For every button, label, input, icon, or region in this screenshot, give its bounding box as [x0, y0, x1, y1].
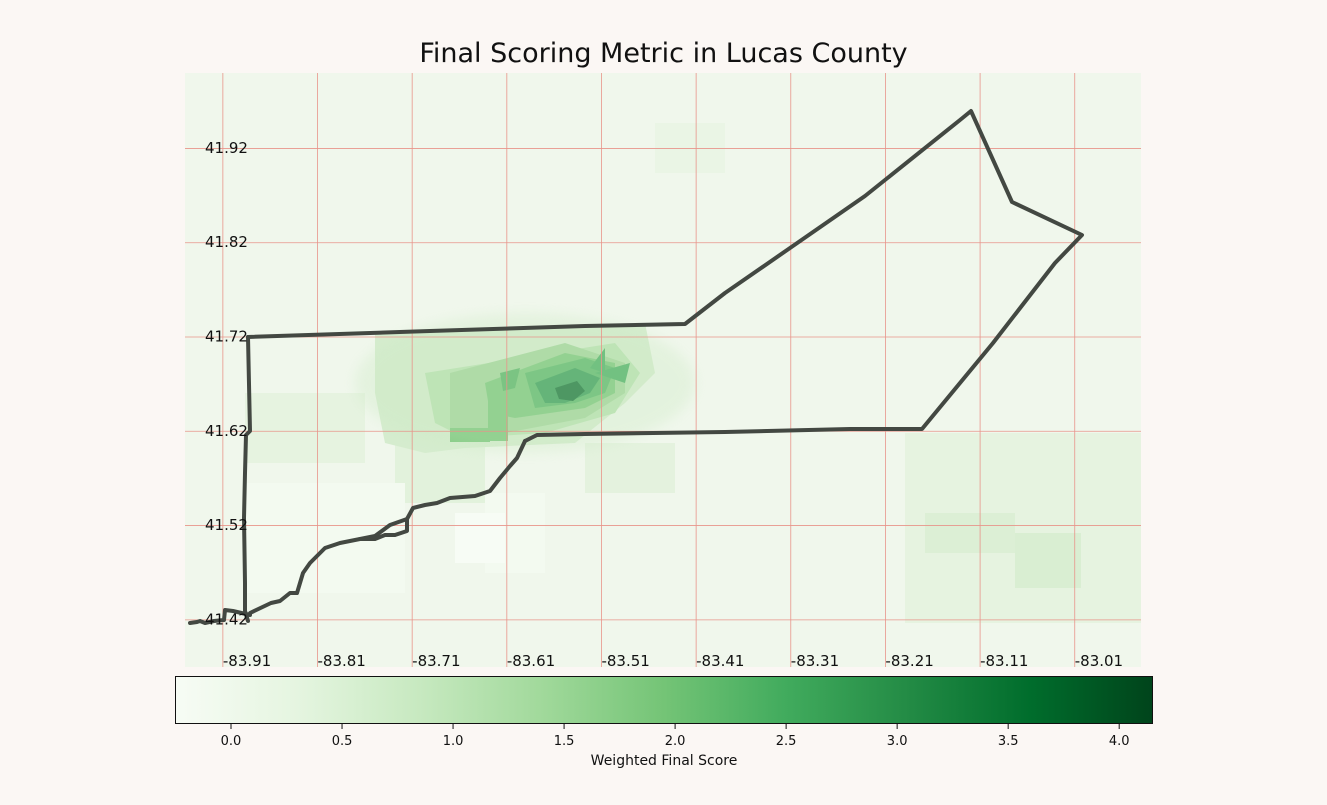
lon-tick-label: -83.41: [696, 652, 744, 667]
colorbar-tick-label: 1.5: [554, 734, 575, 749]
longitude-tick-labels: -83.91 -83.81 -83.71 -83.61 -83.51 -83.41 -83.…: [223, 652, 1123, 667]
colorbar: 0.0 0.5 1.0 1.5 2.0 2.5 3.0 3.5 4.0 Weighted Fin…: [175, 676, 1153, 769]
tract-region: [1015, 533, 1081, 588]
lat-tick-label: 41.92: [205, 139, 248, 157]
lon-tick-label: -83.61: [507, 652, 555, 667]
tract-region: [655, 123, 725, 173]
boundary-west-line: [242, 335, 252, 623]
colorbar-label: Weighted Final Score: [591, 753, 738, 769]
colorbar-tick-label: 0.5: [332, 734, 353, 749]
lon-tick-label: -83.71: [412, 652, 460, 667]
boundary-maumee-river: [188, 439, 527, 625]
map-title: Final Scoring Metric in Lucas County: [419, 38, 908, 69]
lon-tick-label: -83.81: [318, 652, 366, 667]
lat-tick-label: 41.52: [205, 516, 248, 534]
boundary-north-line: [246, 109, 1084, 443]
map-plot[interactable]: -83.91 -83.81 -83.71 -83.61 -83.51 -83.41 -83.…: [185, 73, 1141, 667]
boundary-river-bends: [358, 517, 409, 541]
lon-tick-label: -83.51: [601, 652, 649, 667]
colorbar-ticks: 0.0 0.5 1.0 1.5 2.0 2.5 3.0 3.5 4.0: [221, 724, 1130, 749]
tract-blend: [355, 313, 695, 453]
lon-tick-label: -83.11: [980, 652, 1028, 667]
colorbar-tick-label: 2.0: [665, 734, 686, 749]
choropleth-tracts: [245, 123, 1141, 623]
tract-region: [455, 513, 505, 563]
lon-tick-label: -83.01: [1075, 652, 1123, 667]
colorbar-gradient: [175, 676, 1153, 724]
colorbar-tick-label: 2.5: [776, 734, 797, 749]
latitude-tick-labels: 41.92 41.82 41.72 41.62 41.52 41.42: [205, 139, 248, 628]
lon-tick-label: -83.31: [791, 652, 839, 667]
tract-region: [245, 393, 365, 463]
lon-tick-label: -83.21: [885, 652, 933, 667]
colorbar-tick-label: 0.0: [221, 734, 242, 749]
lat-tick-label: 41.42: [205, 610, 248, 628]
colorbar-tick-label: 3.5: [998, 734, 1019, 749]
lat-tick-label: 41.72: [205, 328, 248, 346]
colorbar-tick-label: 3.0: [887, 734, 908, 749]
county-boundary: [188, 109, 1084, 625]
tract-region: [925, 513, 1015, 553]
lon-tick-label: -83.91: [223, 652, 271, 667]
gridlines: [185, 73, 1141, 667]
lat-tick-label: 41.62: [205, 422, 248, 440]
colorbar-tick-label: 4.0: [1109, 734, 1130, 749]
lat-tick-label: 41.82: [205, 233, 248, 251]
tract-region: [585, 443, 675, 493]
colorbar-tick-label: 1.0: [443, 734, 464, 749]
